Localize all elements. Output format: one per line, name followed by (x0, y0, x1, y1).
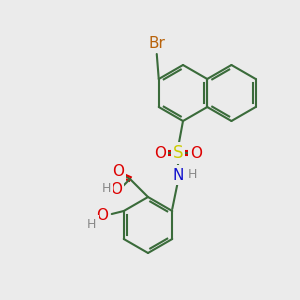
Text: Br: Br (148, 35, 165, 50)
Text: S: S (173, 144, 183, 162)
Text: H: H (187, 169, 197, 182)
Text: N: N (172, 167, 184, 182)
Text: H: H (87, 218, 96, 230)
Text: O: O (110, 182, 122, 196)
Text: O: O (154, 146, 166, 160)
Text: H: H (101, 182, 111, 196)
Text: O: O (112, 164, 124, 178)
Text: O: O (96, 208, 108, 224)
Text: O: O (190, 146, 202, 160)
